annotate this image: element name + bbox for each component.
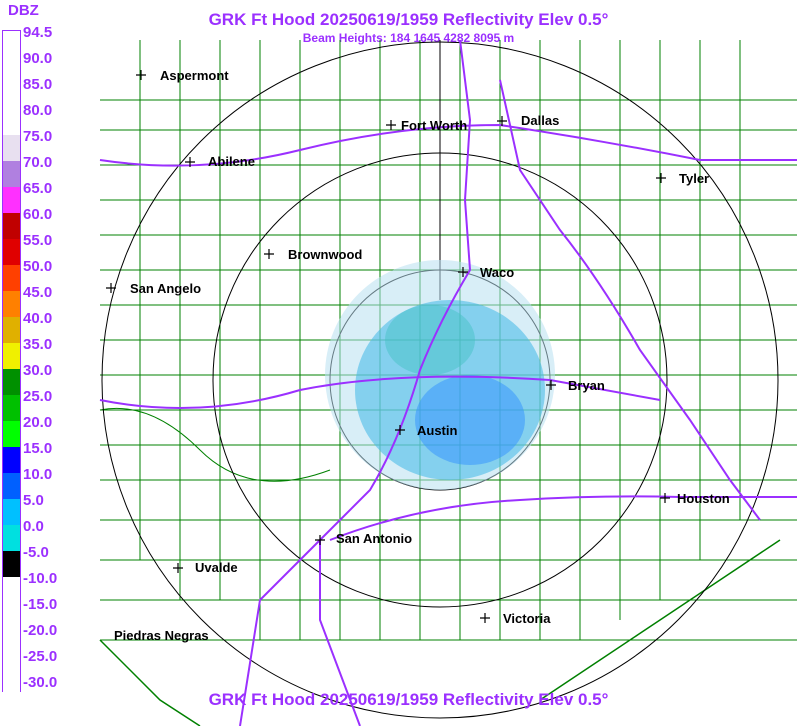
- city-marker: [458, 267, 468, 277]
- legend-label: 30.0: [23, 362, 53, 379]
- legend-label: 45.0: [23, 284, 53, 301]
- legend-swatch: [3, 83, 20, 109]
- city-marker: [660, 493, 670, 503]
- city-label: Piedras Negras: [114, 628, 209, 643]
- city-label: Tyler: [679, 171, 709, 186]
- legend-swatch: [3, 57, 20, 83]
- city-marker: [546, 380, 556, 390]
- legend-label: 0.0: [23, 518, 44, 535]
- legend-unit: DBZ: [8, 2, 39, 19]
- city-label: Austin: [417, 423, 458, 438]
- legend-label: 60.0: [23, 206, 53, 223]
- legend-label: -5.0: [23, 544, 49, 561]
- legend-swatch: [3, 109, 20, 135]
- city-label: Abilene: [208, 154, 255, 169]
- legend-label: 65.0: [23, 180, 53, 197]
- legend-label: 85.0: [23, 76, 53, 93]
- city-marker: [656, 173, 666, 183]
- city-label: Aspermont: [160, 68, 229, 83]
- beam-heights: Beam Heights: 184 1645 4282 8095 m: [302, 31, 515, 45]
- legend-swatch: [3, 369, 20, 395]
- city-marker: [136, 70, 146, 80]
- city-label: San Antonio: [336, 531, 412, 546]
- legend-color-bar: [2, 30, 21, 707]
- city-label: Brownwood: [288, 247, 362, 262]
- legend-swatch: [3, 239, 20, 265]
- legend-swatch: [3, 187, 20, 213]
- city-label: Fort Worth: [401, 118, 467, 133]
- legend-label: 75.0: [23, 128, 53, 145]
- map-title: GRK Ft Hood 20250619/1959 Reflectivity E…: [208, 10, 609, 29]
- legend-swatch: [3, 603, 20, 629]
- city-label: Victoria: [503, 611, 551, 626]
- city-label: Bryan: [568, 378, 605, 393]
- legend-label: 50.0: [23, 258, 53, 275]
- legend-swatch: [3, 31, 20, 57]
- legend-label: 70.0: [23, 154, 53, 171]
- city-marker: [395, 425, 405, 435]
- city-marker: [386, 120, 396, 130]
- legend-label: 55.0: [23, 232, 53, 249]
- legend-swatch: [3, 291, 20, 317]
- legend-swatch: [3, 395, 20, 421]
- legend-label: 10.0: [23, 466, 53, 483]
- city-label: Uvalde: [195, 560, 238, 575]
- city-label: Waco: [480, 265, 514, 280]
- legend-label: 40.0: [23, 310, 53, 327]
- map-footer-title: GRK Ft Hood 20250619/1959 Reflectivity E…: [208, 690, 609, 709]
- legend-swatch: [3, 577, 20, 603]
- city-label: Houston: [677, 491, 730, 506]
- legend-swatch: [3, 421, 20, 447]
- highways: [99, 39, 797, 726]
- legend-label: 5.0: [23, 492, 44, 509]
- city-label: San Angelo: [130, 281, 201, 296]
- city-marker: [264, 249, 274, 259]
- legend-label: 15.0: [23, 440, 53, 457]
- legend-swatch: [3, 499, 20, 525]
- legend-label: 25.0: [23, 388, 53, 405]
- legend-label: 94.5: [23, 24, 53, 41]
- legend-label: -25.0: [23, 648, 58, 665]
- reflectivity-echo: [325, 260, 555, 490]
- legend-swatch: [3, 343, 20, 369]
- legend-swatch: [3, 655, 20, 681]
- city-marker: [497, 116, 507, 126]
- legend-label: 20.0: [23, 414, 53, 431]
- legend-swatch: [3, 161, 20, 187]
- legend-swatch: [3, 681, 20, 707]
- city-markers: Aspermont Fort Worth Dallas Abilene Tyler Bro…: [106, 68, 730, 643]
- city-marker: [106, 283, 116, 293]
- legend-swatch: [3, 265, 20, 291]
- legend-label: 80.0: [23, 102, 53, 119]
- city-marker: [480, 613, 490, 623]
- legend-label: 35.0: [23, 336, 53, 353]
- legend-label: 90.0: [23, 50, 53, 67]
- legend-label: -10.0: [23, 570, 58, 587]
- legend-swatch: [3, 135, 20, 161]
- city-marker: [315, 535, 325, 545]
- legend-swatch: [3, 317, 20, 343]
- color-legend: DBZ 94.5 90.0 85.0 80.0 75.0 70.0 65.0 60.0 55.0…: [0, 0, 80, 726]
- city-marker: [185, 157, 195, 167]
- legend-swatch: [3, 629, 20, 655]
- city-marker: [173, 563, 183, 573]
- legend-swatch: [3, 551, 20, 577]
- legend-label: -30.0: [23, 674, 58, 691]
- legend-swatch: [3, 447, 20, 473]
- legend-label: -20.0: [23, 622, 58, 639]
- legend-swatch: [3, 213, 20, 239]
- legend-swatch: [3, 525, 20, 551]
- city-label: Dallas: [521, 113, 559, 128]
- legend-label: -15.0: [23, 596, 58, 613]
- legend-swatch: [3, 473, 20, 499]
